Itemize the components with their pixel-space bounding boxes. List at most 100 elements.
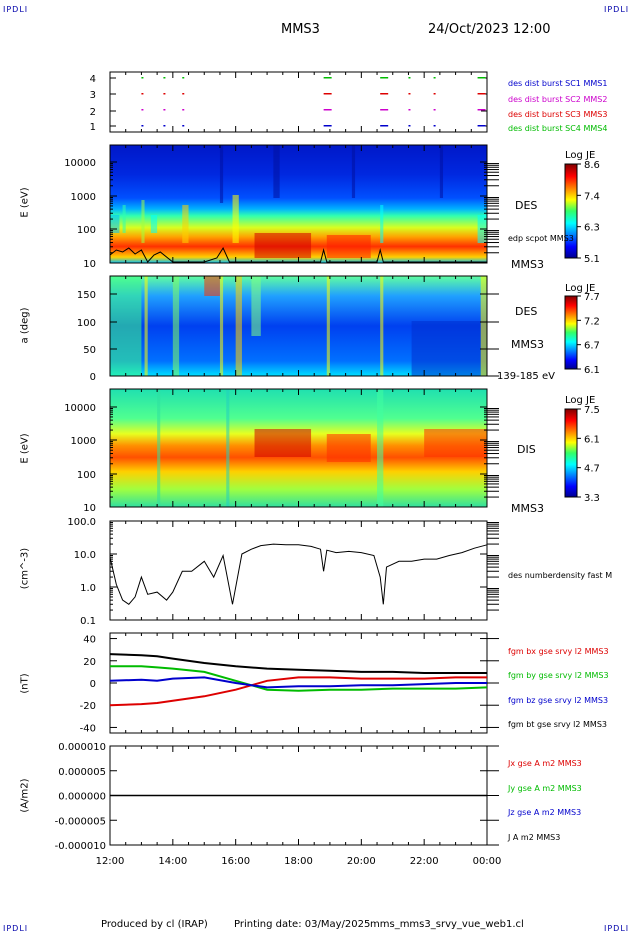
legend-by: fgm by gse srvy l2 MMS3 <box>508 671 609 680</box>
pitch-angle-streak <box>380 276 384 376</box>
burst-mark <box>408 77 411 79</box>
scpot-line <box>109 246 487 263</box>
burst-mark <box>323 125 332 127</box>
dis-energy-ytick-label: 1000 <box>71 436 96 447</box>
burst-mark <box>408 109 411 111</box>
pitch-angle-streak <box>326 276 330 376</box>
burst-mark <box>141 93 144 95</box>
ylabel-des-energy: E (eV) <box>19 187 31 218</box>
density-ytick-label: 100.0 <box>67 517 96 528</box>
current-ytick-label: 0.000005 <box>58 767 106 778</box>
des-energy-streak <box>182 205 189 243</box>
burst-mark <box>141 77 144 79</box>
burst-mark <box>182 109 185 111</box>
burst-mark <box>163 77 166 79</box>
pitch-angle-streak <box>144 276 148 376</box>
colorbar-title-3: Log JE <box>565 395 596 406</box>
pitch-angle-streak <box>251 276 261 336</box>
burst-mark <box>380 77 389 79</box>
dis-energy-streak <box>254 429 312 457</box>
legend-burst-sc2: des dist burst SC2 MMS2 <box>508 95 608 104</box>
dis-label: DIS <box>517 443 536 456</box>
energy-range-label: 139-185 eV <box>497 371 555 382</box>
time-tick-label: 14:00 <box>158 856 187 867</box>
field-ytick-label: 40 <box>83 635 96 646</box>
legend-burst-sc1: des dist burst SC1 MMS1 <box>508 79 608 88</box>
des-energy-ytick-label: 1000 <box>71 192 96 203</box>
des-energy-streak <box>232 195 239 243</box>
colorbar-des-energy-tick-label: 6.3 <box>584 223 600 234</box>
colorbar-des-energy <box>564 163 578 259</box>
ylabel-current: (A/m2) <box>19 778 31 813</box>
field-ytick-label: 20 <box>83 657 96 668</box>
burst-mark <box>323 93 332 95</box>
colorbar-pitch-tick-label: 7.2 <box>584 316 600 327</box>
density-line <box>109 543 488 605</box>
legend-jz: Jz gse A m2 MMS3 <box>508 808 582 817</box>
corner-logo-bottom-right: IPDLI <box>604 924 630 933</box>
des-label-energy: DES <box>515 199 538 212</box>
field-ytick-label: 0 <box>90 679 96 690</box>
time-tick-label: 22:00 <box>410 856 439 867</box>
ylabel-field: (nT) <box>19 673 31 694</box>
sc-label-panel2: MMS3 <box>511 258 544 271</box>
ylabel-pitch: a (deg) <box>19 307 31 344</box>
time-tick-label: 00:00 <box>473 856 502 867</box>
des-energy-streak <box>110 215 120 233</box>
des-energy-streak <box>273 145 280 198</box>
burst-mark <box>477 77 486 79</box>
des-energy-streak <box>380 205 384 243</box>
legend-bt: fgm bt gse srvy l2 MMS3 <box>508 720 607 729</box>
pitch-angle-streak <box>219 276 224 376</box>
legend-bz: fgm bz gse srvy l2 MMS3 <box>508 696 609 705</box>
des-energy-streak <box>439 145 444 198</box>
colorbar-dis-energy <box>564 408 578 498</box>
field-ytick-label: -40 <box>80 723 96 734</box>
des-energy-streak <box>150 215 158 233</box>
field-line <box>109 676 487 689</box>
density-legend: des numberdensity fast M <box>508 571 613 580</box>
current-ytick-label: 0.000010 <box>58 742 106 753</box>
burst-ytick-label: 3 <box>90 90 96 101</box>
legend-j: J A m2 MMS3 <box>508 833 561 842</box>
current-ytick-label: 0.000000 <box>58 792 106 803</box>
panel-frame-burst <box>109 71 488 133</box>
pitch-angle-streak <box>172 276 180 376</box>
des-energy-streak <box>219 145 224 203</box>
colorbar-des-energy-tick-label: 7.4 <box>584 191 600 202</box>
legend-jy: Jy gse A m2 MMS3 <box>508 784 582 793</box>
burst-mark <box>182 77 185 79</box>
colorbar-pitch-tick-label: 6.1 <box>584 365 600 376</box>
density-ytick-label: 0.1 <box>80 616 96 627</box>
burst-mark <box>433 109 436 111</box>
burst-ytick-label: 4 <box>90 74 96 85</box>
scpot-label: edp scpot MMS3 <box>508 234 574 243</box>
dis-energy-streak <box>424 429 487 457</box>
burst-mark <box>433 77 436 79</box>
field-ytick-label: -20 <box>80 701 96 712</box>
burst-mark <box>163 125 166 127</box>
des-energy-streak <box>254 233 312 258</box>
des-energy-streak <box>122 205 126 233</box>
colorbar-dis-energy-tick-label: 3.3 <box>584 493 600 504</box>
corner-logo-bottom-left: IPDLI <box>3 924 29 933</box>
footer-produced: Produced by cl (IRAP) <box>101 919 208 930</box>
burst-mark <box>433 125 436 127</box>
dis-energy-ytick-label: 10000 <box>64 403 96 414</box>
colorbar-pitch-tick-label: 6.7 <box>584 341 600 352</box>
spacecraft-title: MMS3 <box>281 22 320 37</box>
time-tick-label: 18:00 <box>284 856 313 867</box>
pitch-ytick-label: 50 <box>83 345 96 356</box>
burst-mark <box>477 109 486 111</box>
legend-bx: fgm bx gse srvy l2 MMS3 <box>508 647 609 656</box>
footer-script-name: mms_mms3_srvy_vue_web1.cl <box>370 919 524 930</box>
colorbar-title-1: Log JE <box>565 150 596 161</box>
current-ytick-label: -0.000005 <box>55 816 106 827</box>
pitch-ytick-label: 100 <box>77 318 96 329</box>
burst-mark <box>141 109 144 111</box>
burst-mark <box>182 125 185 127</box>
burst-mark <box>477 93 486 95</box>
datetime-title: 24/Oct/2023 12:00 <box>428 22 551 37</box>
pitch-angle-streak <box>110 276 142 376</box>
legend-jx: Jx gse A m2 MMS3 <box>508 759 582 768</box>
